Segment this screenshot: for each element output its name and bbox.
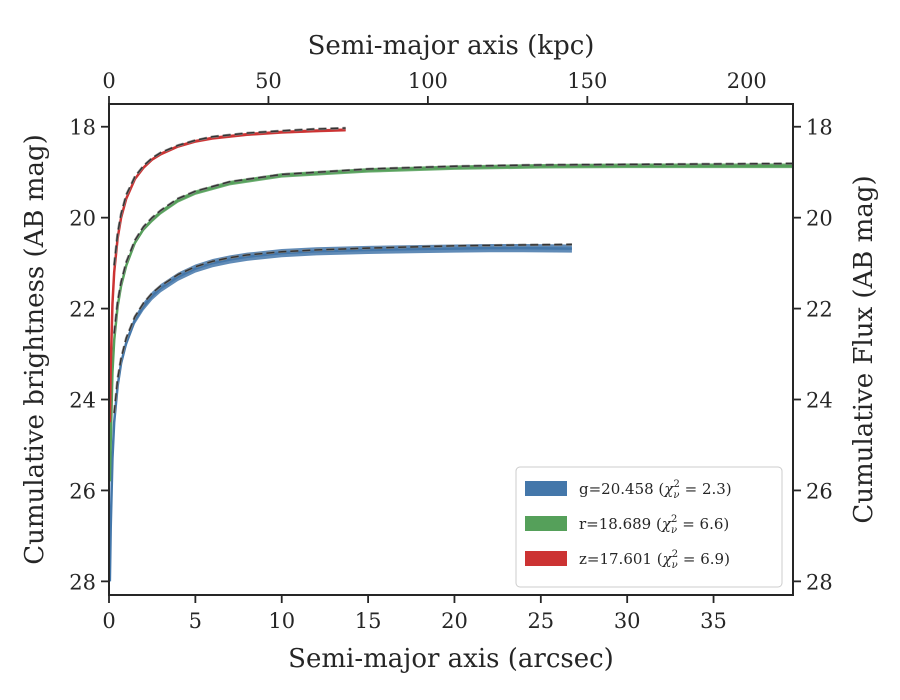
x-tick-label: 25 [527,609,554,633]
y-axis-title: Cumulative brightness (AB mag) [20,134,50,565]
right-y-tick-label: 24 [806,389,833,413]
right-y-tick-label: 28 [806,570,833,594]
plot-clip-group [109,126,793,586]
model-line-g [113,243,572,414]
axes: 0 5 10 15 20 25 30 35 0 50 100 150 200 18 18 20 20 22 22 24… [69,69,832,633]
series-band-r [109,163,793,484]
top-x-axis-title: Semi-major axis (kpc) [308,31,595,61]
model-line-z [113,127,346,266]
top-x-tick-label: 0 [102,69,115,93]
legend-swatch-r [525,516,567,531]
x-axis-title: Semi-major axis (arcsec) [288,644,614,674]
legend-box [515,466,783,588]
y-tick-label: 18 [69,116,96,140]
right-y-tick-label: 22 [806,298,833,322]
series-line-r [109,164,793,482]
x-tick-label: 35 [700,609,727,633]
top-x-tick-label: 200 [727,69,767,93]
model-dashed-line-z [112,126,346,266]
x-tick-label: 15 [355,609,382,633]
top-x-tick-label: 50 [255,69,282,93]
top-x-tick-label: 100 [408,69,448,93]
y-tick-label: 22 [69,298,96,322]
right-y-tick-label: 18 [806,116,833,140]
model-dashed-line-g [112,243,572,414]
x-tick-label: 0 [102,609,115,633]
y-tick-label: 28 [69,570,96,594]
y-tick-label: 26 [69,479,96,503]
x-tick-label: 20 [441,609,468,633]
legend: g=20.458 (χν2 = 2.3) r=18.689 (χν2 = 6.6)… [515,466,783,588]
x-tick-label: 30 [614,609,641,633]
legend-label-r: r=18.689 (χν2 = 6.6) [579,514,729,536]
right-y-tick-label: 20 [806,207,833,231]
x-tick-label: 5 [189,609,202,633]
y-tick-label: 24 [69,389,96,413]
legend-label-g: g=20.458 (χν2 = 2.3) [579,479,732,501]
axes-frame [108,103,794,596]
legend-swatch-z [525,551,567,566]
series-band-g [109,244,572,586]
x-tick-label: 10 [268,609,295,633]
legend-swatch-g [525,481,567,496]
right-y-tick-label: 26 [806,479,833,503]
y-tick-label: 20 [69,207,96,231]
right-y-axis-title: Cumulative Flux (AB mag) [849,175,879,523]
top-x-tick-label: 150 [567,69,607,93]
series-line-g [109,246,572,582]
legend-label-z: z=17.601 (χν2 = 6.9) [579,549,730,571]
plot-area [109,126,793,586]
